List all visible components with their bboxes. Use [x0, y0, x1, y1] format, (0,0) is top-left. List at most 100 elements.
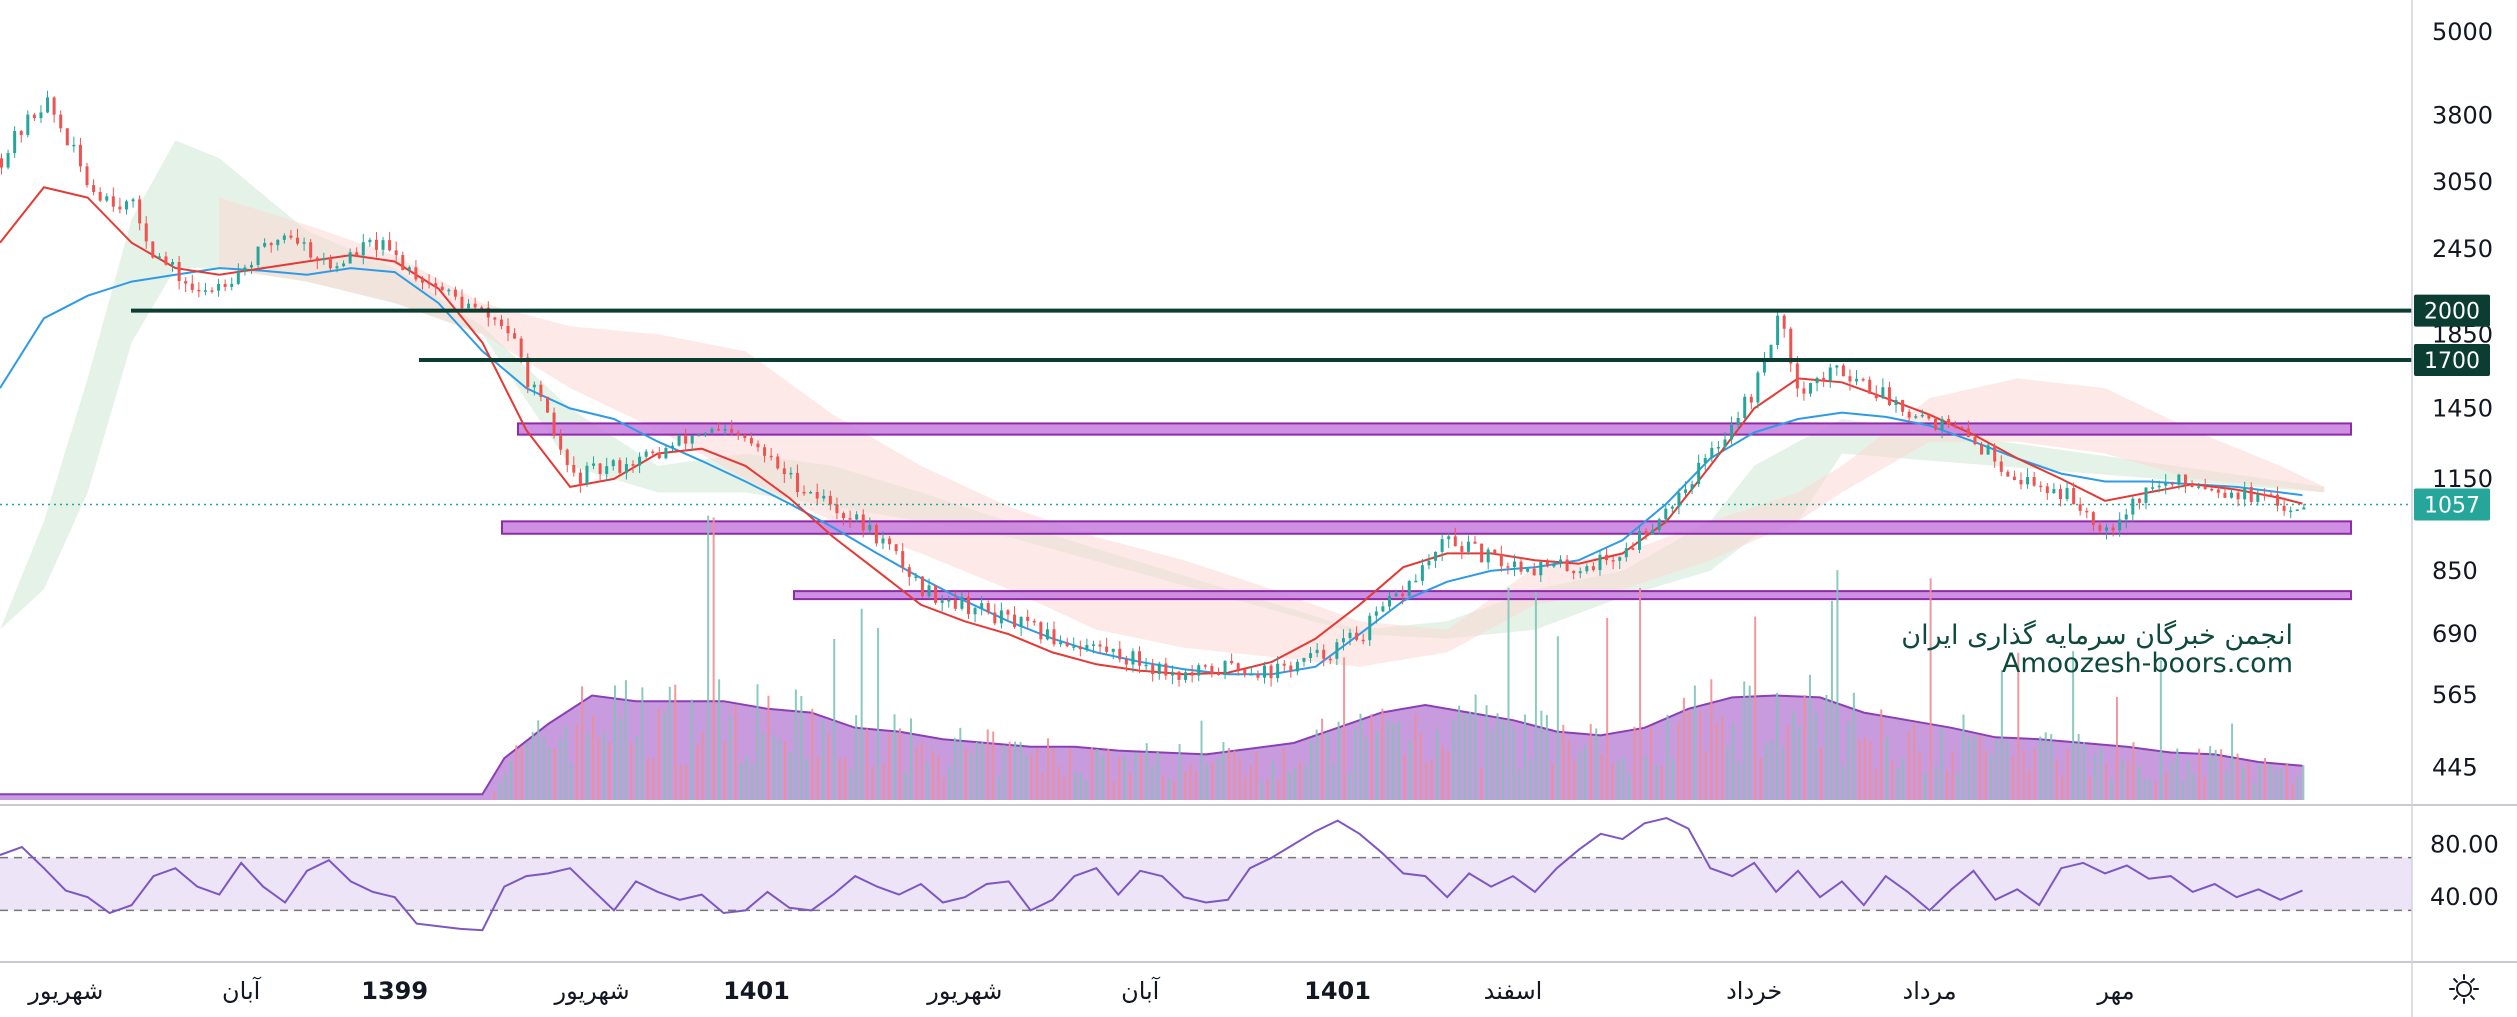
candle-body [269, 243, 273, 246]
candle-body [1552, 563, 1556, 567]
volume-bar [2280, 768, 2283, 800]
volume-bar [1556, 636, 1559, 800]
volume-bar [931, 750, 934, 800]
candle-body [2295, 509, 2299, 512]
volume-bar [1370, 714, 1373, 800]
candle-body [2137, 498, 2141, 503]
candle-body [1914, 416, 1918, 418]
candle-body [467, 303, 471, 309]
volume-bar [838, 758, 841, 800]
volume-bar [751, 763, 754, 800]
volume-bar [1776, 692, 1779, 800]
volume-bar [504, 772, 507, 800]
candle-body [2124, 514, 2128, 520]
volume-bar [493, 791, 496, 800]
candle-body [1828, 367, 1832, 381]
candle-body [460, 296, 464, 309]
volume-bar [1896, 768, 1899, 800]
candle-body [894, 544, 898, 552]
candle-body [835, 504, 839, 514]
candle-body [1170, 671, 1174, 676]
volume-bar [559, 738, 562, 800]
volume-bar [953, 737, 956, 800]
candle-body [236, 271, 240, 284]
volume-bar [1403, 754, 1406, 800]
candle-body [256, 246, 260, 265]
volume-bar [794, 689, 797, 800]
volume-bar [1364, 737, 1367, 800]
volume-bar [992, 731, 995, 800]
volume-bar [2028, 769, 2031, 800]
candle-body [1480, 543, 1484, 563]
candle-body [1335, 642, 1339, 659]
volume-bar [2170, 761, 2173, 800]
volume-bar [805, 758, 808, 800]
price-pane[interactable]: انجمن خبرگان سرمایه گذاری ایران Amoozesh… [0, 90, 2412, 800]
volume-bar [1671, 758, 1674, 800]
price-tick-label: 850 [2432, 557, 2478, 585]
volume-bar [597, 737, 600, 800]
volume-bar [1359, 713, 1362, 800]
candle-body [1374, 611, 1378, 616]
volume-bar [1825, 694, 1828, 800]
volume-bar [1611, 762, 1614, 800]
volume-bar [652, 758, 655, 800]
volume-bar [1184, 772, 1187, 800]
candle-body [434, 283, 438, 287]
candle-body [348, 252, 352, 264]
volume-bar [674, 684, 677, 800]
candle-body [809, 491, 813, 494]
candle-body [519, 338, 523, 358]
volume-bar [1441, 745, 1444, 800]
volume-bar [849, 769, 852, 800]
candle-body [2216, 489, 2220, 493]
candle-body [1651, 530, 1655, 535]
volume-bar [844, 757, 847, 800]
volume-bar [2203, 776, 2206, 800]
volume-bar [635, 736, 638, 800]
candle-body [1802, 388, 1806, 394]
volume-bar [1781, 746, 1784, 800]
volume-bar [2253, 782, 2256, 800]
candle-body [2197, 486, 2201, 488]
price-axis[interactable]: 5000380030502450185014501150850690565445… [2413, 0, 2517, 962]
time-label: 1399 [361, 977, 428, 1005]
volume-bar [1030, 754, 1033, 800]
candle-body [13, 130, 17, 154]
volume-bar [630, 742, 633, 800]
candle-body [1664, 508, 1668, 520]
candle-body [1933, 418, 1937, 430]
candle-body [2052, 489, 2056, 494]
rsi-pane[interactable] [0, 816, 2412, 932]
volume-bar [783, 741, 786, 800]
volume-bar [1178, 744, 1181, 800]
price-tick-label: 565 [2432, 681, 2478, 709]
time-label: مرداد [1903, 977, 1957, 1005]
candle-body [328, 258, 332, 269]
time-axis[interactable]: شهریور آبان 1399 شهریور 1401 شهریور آبان 1401 اس… [27, 976, 2134, 1005]
volume-bar [1600, 753, 1603, 800]
volume-bar [2077, 734, 2080, 800]
volume-bar [1414, 713, 1417, 800]
candle-body [914, 576, 918, 579]
candle-body [1835, 365, 1839, 368]
candle-body [85, 166, 89, 186]
sun-gear-icon[interactable] [2449, 974, 2479, 1004]
candle-body [1065, 642, 1069, 647]
candle-body [217, 283, 221, 291]
candle-body [1361, 639, 1365, 642]
candle-body [789, 472, 793, 475]
candle-body [1197, 665, 1201, 676]
volume-bar [871, 766, 874, 800]
volume-bar [772, 735, 775, 800]
volume-bar [1809, 674, 1811, 800]
candle-body [1151, 664, 1155, 674]
candle-body [927, 585, 931, 597]
volume-bar [1167, 778, 1170, 800]
candle-body [1809, 383, 1812, 394]
candle-body [2039, 485, 2043, 488]
candle-body [2190, 485, 2194, 488]
volume-bar [1118, 756, 1121, 800]
volume-bar [1699, 711, 1702, 800]
